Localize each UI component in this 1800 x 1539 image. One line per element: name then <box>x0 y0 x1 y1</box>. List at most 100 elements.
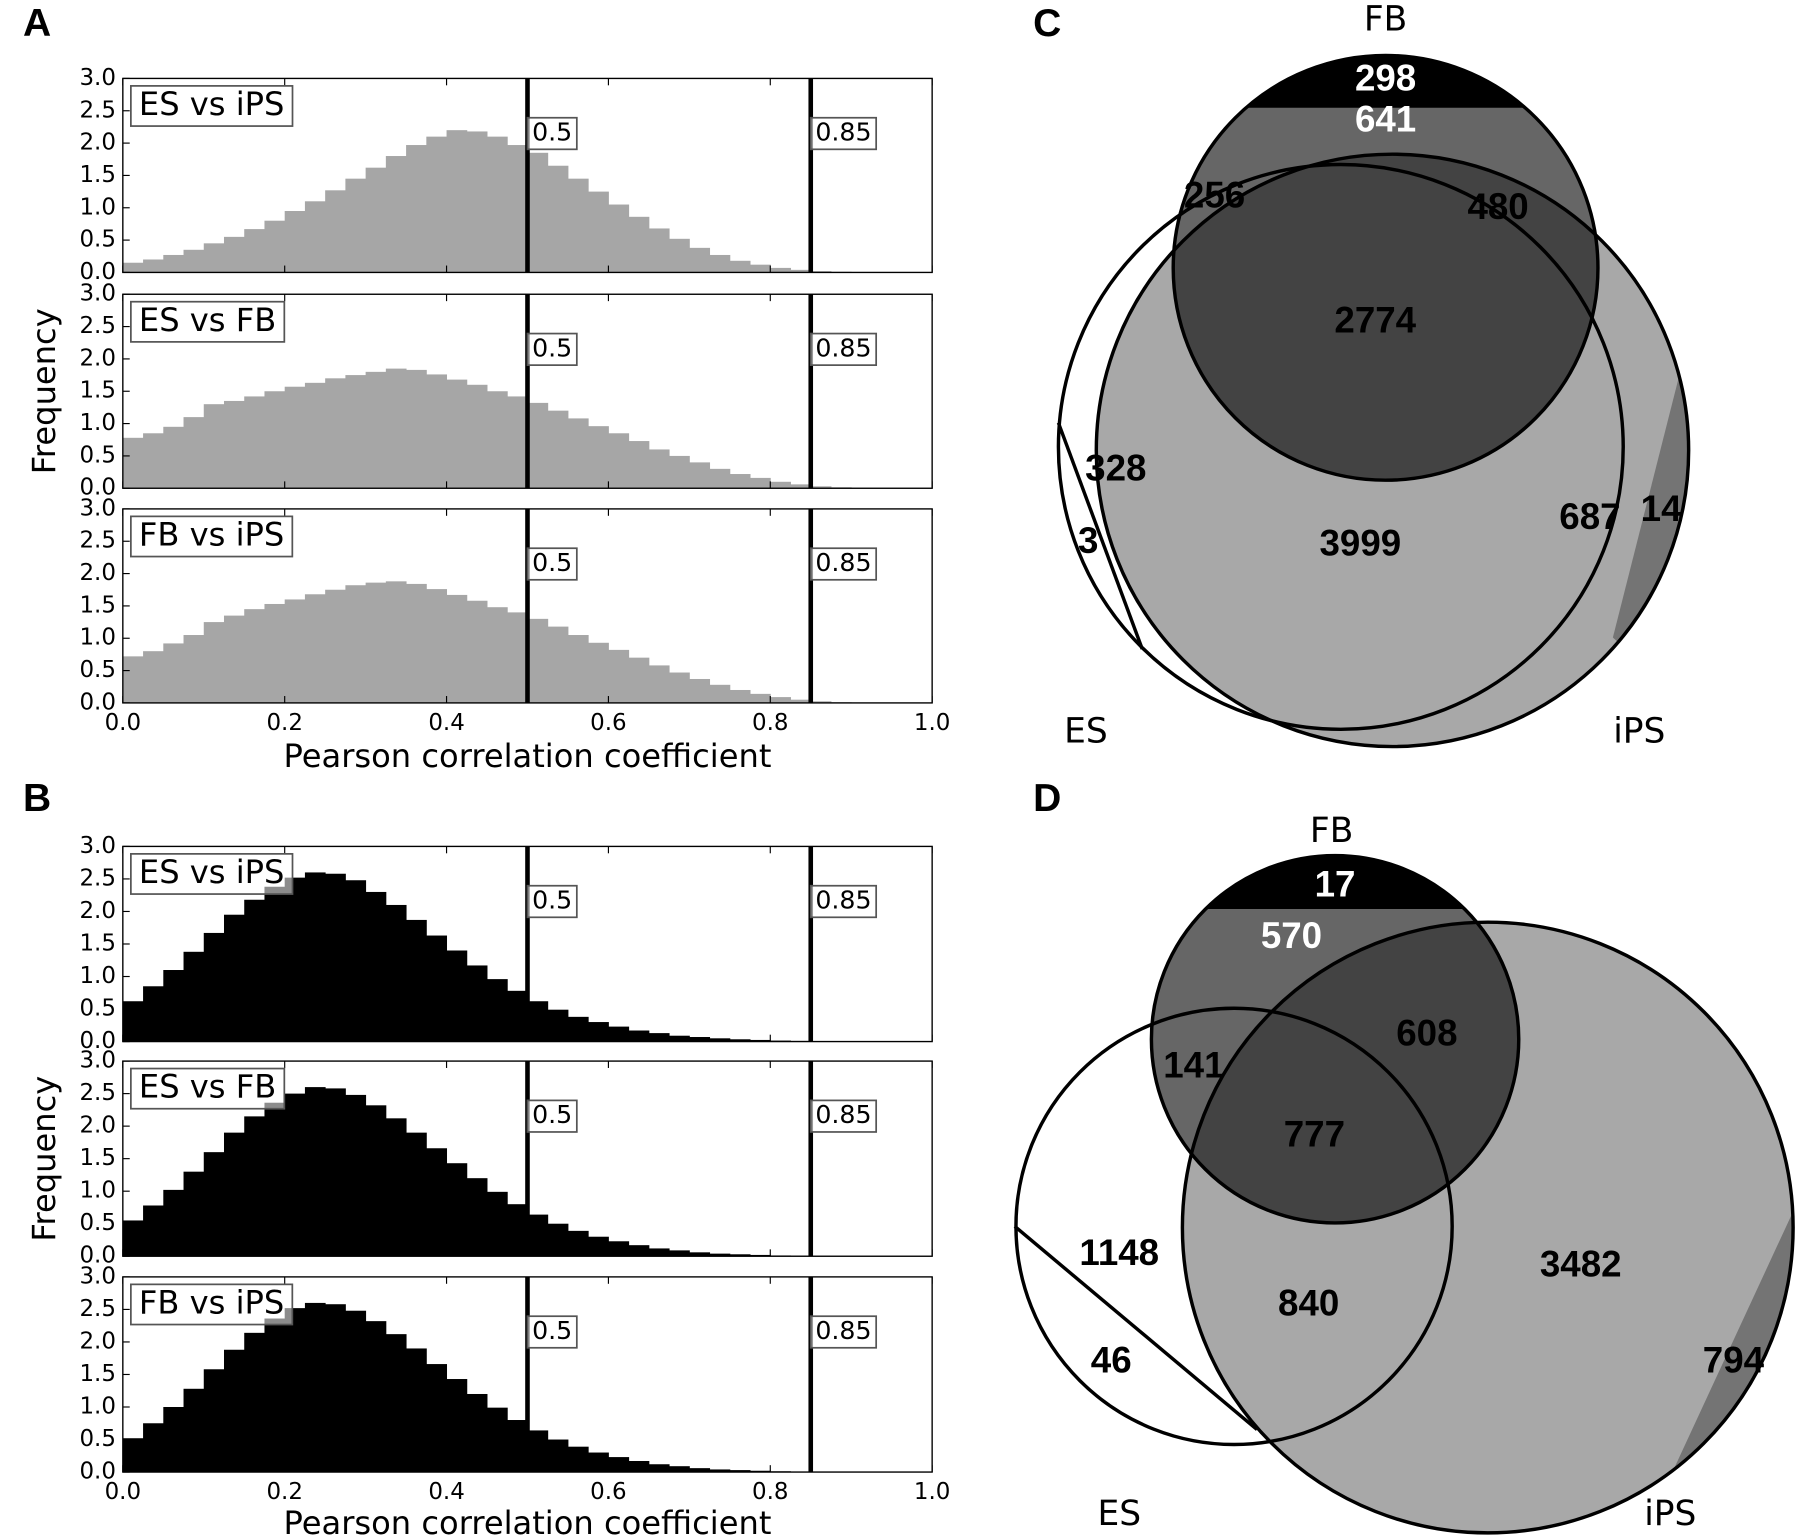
x-tick-label: 0.4 <box>428 1479 464 1505</box>
histogram-bar <box>527 1214 549 1257</box>
histogram-bar <box>183 1388 205 1473</box>
x-tick-label: 0.4 <box>428 710 464 736</box>
threshold-label: 0.85 <box>815 118 871 147</box>
panel-label: A <box>23 2 51 45</box>
histogram-bar <box>628 1460 650 1473</box>
histogram-bar <box>750 693 771 703</box>
threshold-label-box <box>809 884 878 919</box>
y-tick-label: 1.0 <box>79 625 115 651</box>
histogram-bar <box>709 1469 731 1473</box>
histogram-bar <box>588 642 609 703</box>
histogram-bar <box>507 1420 528 1473</box>
y-tick-label: 2.0 <box>79 560 115 586</box>
histogram-bar <box>588 1452 609 1473</box>
series-name: FB vs iPS <box>139 1283 284 1321</box>
y-tick-label: 0.0 <box>79 689 115 715</box>
histogram-bar <box>729 474 751 489</box>
histogram-bar <box>284 1308 306 1473</box>
histogram-bar <box>446 1163 468 1257</box>
histogram-bar <box>284 386 306 489</box>
histogram-bar <box>810 486 832 489</box>
histogram-bar <box>628 1030 650 1042</box>
es-chord <box>1056 422 1144 650</box>
threshold-label: 0.85 <box>815 1316 871 1345</box>
region-count: 687 <box>1559 496 1620 537</box>
histogram-bar <box>446 950 468 1042</box>
threshold-label-box <box>526 1099 578 1133</box>
histogram-bar <box>143 986 164 1042</box>
series-name-box <box>130 85 294 127</box>
panel-label: D <box>1033 777 1061 820</box>
histogram-bar <box>426 589 448 703</box>
plot-frame <box>122 77 933 274</box>
histogram-bar <box>628 216 650 273</box>
region-count: 256 <box>1184 175 1245 216</box>
histogram-bar <box>487 607 508 703</box>
histogram-bar <box>122 1220 144 1257</box>
histogram-bar <box>487 1191 508 1257</box>
histogram-bar <box>426 374 448 489</box>
region-count: 17 <box>1315 863 1356 904</box>
y-tick-label: 2.5 <box>79 528 115 554</box>
histogram-bar <box>345 1094 367 1257</box>
histogram-bar <box>223 914 245 1042</box>
histogram-bar <box>264 886 286 1042</box>
set-label: FB <box>1364 0 1407 40</box>
region-count: 14 <box>1641 488 1682 529</box>
histogram-bar <box>507 990 528 1042</box>
histogram-bar <box>669 1466 690 1473</box>
histogram-bar <box>223 400 245 489</box>
histogram-bar <box>122 1001 144 1042</box>
histogram-bar <box>729 1254 751 1257</box>
histogram-bar <box>567 178 589 273</box>
histogram-bar <box>507 612 528 703</box>
histogram-bar <box>648 1033 670 1042</box>
histogram-bar <box>608 1457 630 1473</box>
threshold-label-box <box>809 116 878 151</box>
histogram-bar <box>426 136 448 273</box>
histogram-bar <box>203 622 225 703</box>
y-tick-label: 0.5 <box>79 657 115 683</box>
histogram-bar <box>750 1039 771 1042</box>
histogram-bar <box>143 259 164 273</box>
threshold-label: 0.85 <box>815 886 871 915</box>
y-tick-label: 1.0 <box>79 1178 115 1204</box>
y-tick-label: 2.0 <box>79 130 115 156</box>
histogram-bar <box>406 919 427 1042</box>
histogram-bar <box>547 1223 569 1257</box>
histogram-bar <box>628 1245 650 1257</box>
series-name-box <box>130 1283 294 1326</box>
y-axis-label: Frequency <box>25 308 63 474</box>
histogram-bar <box>385 581 407 703</box>
threshold-label-box <box>809 332 878 366</box>
histogram-bar <box>689 247 711 273</box>
histogram-bar <box>304 201 326 273</box>
y-tick-label: 2.0 <box>79 1113 115 1139</box>
plot-frame <box>122 1060 933 1257</box>
series-name: ES vs FB <box>139 301 276 339</box>
x-tick-label: 0.6 <box>590 1479 626 1505</box>
x-tick-label: 0.6 <box>590 710 626 736</box>
histogram-bar <box>790 484 812 489</box>
histogram-bar <box>608 1241 630 1257</box>
threshold-label-box <box>526 1315 578 1349</box>
histogram-bar <box>669 455 690 489</box>
y-tick-label: 0.0 <box>79 259 115 285</box>
histogram-bar <box>810 701 832 703</box>
histogram-bar <box>750 264 771 273</box>
histogram-bar <box>203 1152 225 1257</box>
y-tick-label: 2.5 <box>79 1296 115 1322</box>
histogram-bar <box>567 635 589 703</box>
y-tick-label: 1.5 <box>79 592 115 618</box>
histogram-bar <box>406 145 427 273</box>
histogram-bar <box>446 130 468 273</box>
histogram-bar <box>487 1407 508 1473</box>
histogram-bar <box>304 1087 326 1257</box>
y-tick-label: 1.0 <box>79 410 115 436</box>
set-outline <box>1094 152 1691 749</box>
histogram-bar <box>487 136 508 273</box>
threshold-label-box <box>526 884 578 919</box>
y-tick-label: 0.0 <box>79 1243 115 1269</box>
set-label: ES <box>1097 1494 1141 1534</box>
histogram-bar <box>264 1318 286 1473</box>
